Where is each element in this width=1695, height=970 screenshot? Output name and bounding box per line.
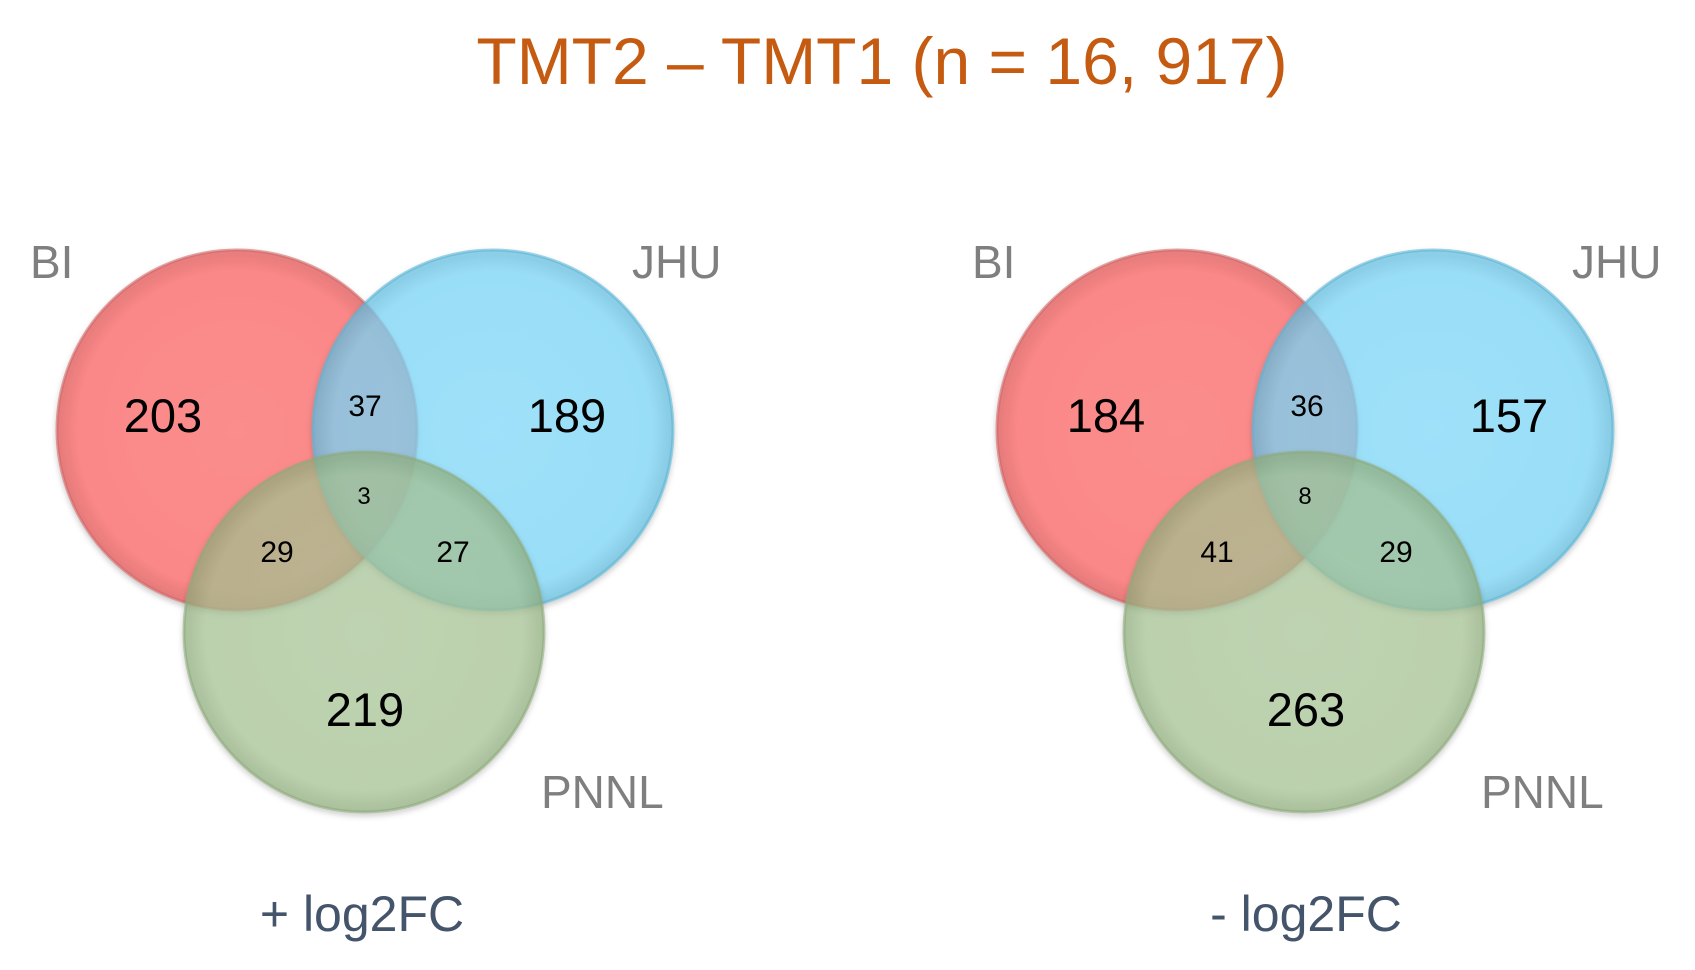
count-bi-jhu: 36 bbox=[1290, 390, 1323, 423]
set-label-jhu: JHU bbox=[632, 236, 721, 288]
count-jhu-pnnl: 27 bbox=[436, 536, 469, 569]
venn-positive: BI JHU PNNL 203 189 219 37 29 27 3 + log… bbox=[30, 236, 721, 942]
set-label-pnnl: PNNL bbox=[1481, 766, 1604, 818]
count-pnnl-only: 263 bbox=[1267, 683, 1345, 736]
count-bi-pnnl: 41 bbox=[1200, 536, 1233, 569]
set-label-bi: BI bbox=[30, 236, 73, 288]
set-label-jhu: JHU bbox=[1572, 236, 1661, 288]
set-circle-pnnl bbox=[1122, 450, 1486, 814]
count-jhu-pnnl: 29 bbox=[1379, 536, 1412, 569]
count-all-three: 8 bbox=[1298, 483, 1311, 510]
count-jhu-only: 157 bbox=[1470, 389, 1548, 442]
venn-caption: + log2FC bbox=[260, 886, 464, 942]
figure-title: TMT2 – TMT1 (n = 16, 917) bbox=[476, 24, 1287, 98]
count-bi-only: 184 bbox=[1067, 389, 1145, 442]
count-all-three: 3 bbox=[357, 483, 370, 510]
count-bi-jhu: 37 bbox=[348, 390, 381, 423]
venn-caption: - log2FC bbox=[1210, 886, 1402, 942]
count-pnnl-only: 219 bbox=[326, 683, 404, 736]
count-bi-pnnl: 29 bbox=[260, 536, 293, 569]
count-bi-only: 203 bbox=[124, 389, 202, 442]
set-label-pnnl: PNNL bbox=[541, 766, 664, 818]
set-circle-pnnl bbox=[182, 450, 546, 814]
set-label-bi: BI bbox=[972, 236, 1015, 288]
count-jhu-only: 189 bbox=[528, 389, 606, 442]
venn-negative: BI JHU PNNL 184 157 263 36 41 29 8 - log… bbox=[972, 236, 1661, 942]
